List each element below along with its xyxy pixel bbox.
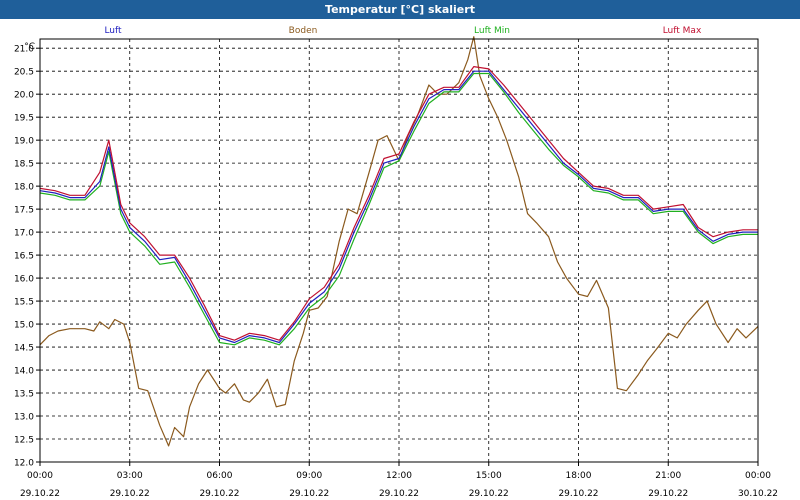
y-tick-label: 20.0 [14,91,34,101]
x-tick-date: 29.10.22 [469,489,509,499]
x-tick-time: 06:00 [207,471,233,481]
y-tick-labels: 12.0 12.5 13.0 13.5 14.0 14.5 15.0 15.5 16.0 16.5… [14,42,35,469]
x-tick-time: 12:00 [386,471,412,481]
x-tick-date: 29.10.22 [558,489,598,499]
x-tick-time: 21:00 [655,471,681,481]
y-tick-label: 12.5 [14,436,34,446]
x-tick-date: 29.10.22 [110,489,150,499]
y-tick-label: 15.0 [14,321,34,331]
series-group [39,36,759,447]
x-tick-date: 30.10.22 [738,489,778,499]
x-tick-date: 29.10.22 [379,489,419,499]
axes [36,38,759,466]
y-tick-label: 13.5 [14,390,34,400]
y-tick-label: 21.0 [14,45,34,55]
x-tick-time: 18:00 [566,471,592,481]
plot-frame [39,38,759,463]
y-tick-label: 17.0 [14,229,34,239]
legend-item: Luft Max [663,26,702,36]
y-tick-label: 16.5 [14,252,34,262]
window-title: Temperatur [°C] skaliert [0,0,800,19]
legend: Luft Boden Luft Min Luft Max [104,26,702,36]
line-chart: Luft Boden Luft Min Luft Max 12.0 12.5 13.0 13… [14,26,778,499]
y-tick-label: 13.0 [14,413,34,423]
x-tick-time: 00:00 [745,471,771,481]
y-tick-label: 14.0 [14,367,34,377]
legend-item: Luft [104,26,122,36]
x-tick-date: 29.10.22 [648,489,688,499]
x-tick-date: 29.10.22 [289,489,329,499]
x-tick-time: 15:00 [476,471,502,481]
y-tick-label: 18.0 [14,183,34,193]
x-tick-time: 00:00 [27,471,53,481]
y-tick-label: 14.5 [14,344,34,354]
y-tick-label: 20.5 [14,68,34,78]
x-tick-labels: 00:00 29.10.22 03:00 29.10.22 06:00 29.10.22 0… [20,471,778,499]
y-tick-label: 12.0 [14,459,34,469]
y-tick-label: 18.5 [14,160,34,170]
y-axis-unit: °C [24,42,35,52]
x-tick-time: 09:00 [296,471,322,481]
series-line-luft-min [39,72,758,346]
series-line-boden [39,36,759,447]
legend-item: Luft Min [474,26,510,36]
y-tick-label: 17.5 [14,206,34,216]
legend-item: Boden [289,26,318,36]
series-line-luft-max [39,65,758,341]
series-line-luft [39,70,758,344]
x-tick-date: 29.10.22 [199,489,239,499]
y-tick-label: 19.0 [14,137,34,147]
y-tick-label: 15.5 [14,298,34,308]
y-tick-label: 19.5 [14,114,34,124]
y-tick-label: 16.0 [14,275,34,285]
x-tick-time: 03:00 [117,471,143,481]
x-tick-date: 29.10.22 [20,489,60,499]
